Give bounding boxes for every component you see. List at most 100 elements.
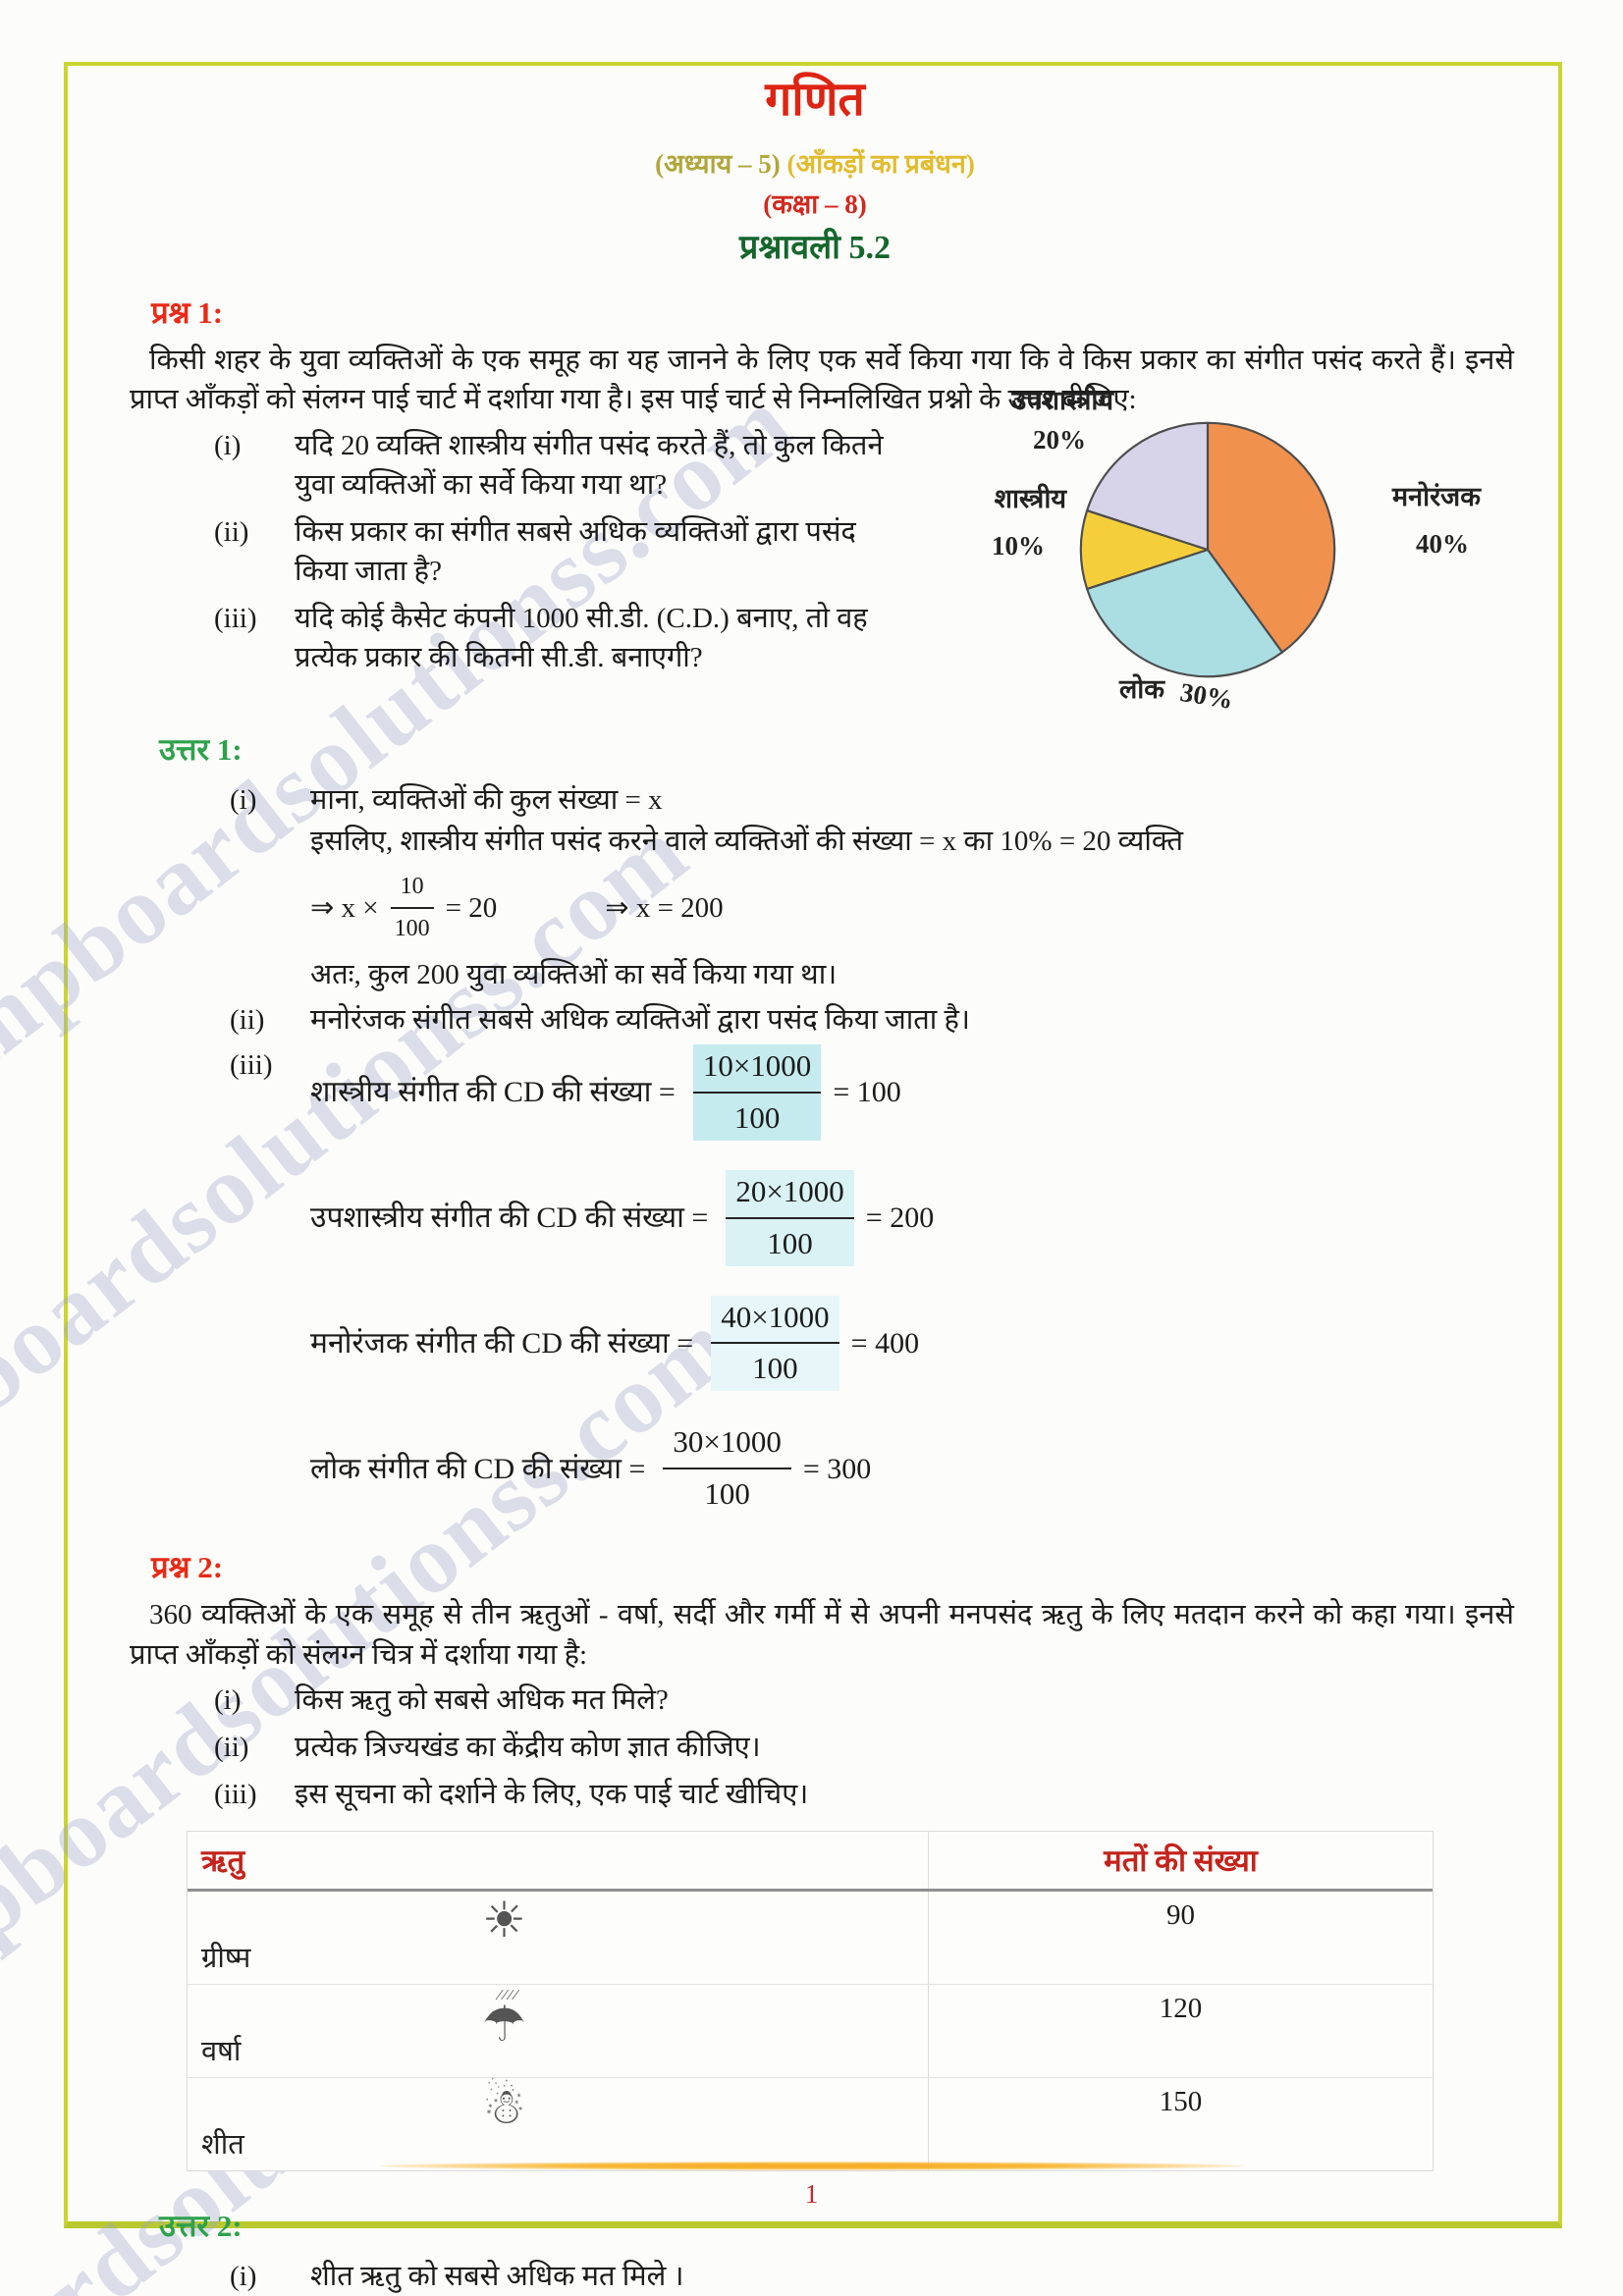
item-number: (iii) xyxy=(214,603,257,635)
calc-lead: मनोरंजक संगीत की CD की संख्या = xyxy=(310,1326,694,1360)
pie-pct-lok: 30% xyxy=(1177,676,1235,715)
item-number: (iii) xyxy=(214,1779,257,1811)
equation-result: = 20 xyxy=(445,891,498,924)
season-name: वर्षा xyxy=(201,2035,242,2067)
pie-pct-upashastriya: 20% xyxy=(1033,424,1086,454)
calc-lead: शास्त्रीय संगीत की CD की संख्या = xyxy=(310,1075,676,1108)
item-text: किस ऋतु को सबसे अधिक मत मिले? xyxy=(295,1684,669,1717)
answer-1-i-body: माना, व्यक्तिओं की कुल संख्या = x इसलिए,… xyxy=(310,779,1514,995)
fraction-denominator: 100 xyxy=(767,1225,813,1260)
calc-result: = 100 xyxy=(833,1075,901,1108)
item-text: प्रत्येक त्रिज्यखंड का केंद्रीय कोण ज्ञा… xyxy=(295,1732,761,1764)
cd-calculation-row: शास्त्रीय संगीत की CD की संख्या = 10×100… xyxy=(310,1043,1514,1141)
votes-cell: 90 xyxy=(1166,1898,1195,1931)
pie-label-lok: लोक 30% xyxy=(1119,673,1235,715)
pie-label-manoranjak: मनोरंजक xyxy=(1392,481,1481,511)
calc-result: = 400 xyxy=(850,1326,920,1360)
pie-label-lok-name: लोक xyxy=(1119,673,1165,704)
rain-strokes-icon: ∕∕∕∕ xyxy=(498,1987,520,2003)
season-name: शीत xyxy=(201,2128,244,2161)
item-number: (i) xyxy=(230,783,257,816)
fraction-denominator: 100 xyxy=(704,1476,750,1512)
chapter-topic-label: (आँकड़ों का प्रबंधन) xyxy=(786,148,975,179)
equation-2: ⇒ x = 200 xyxy=(605,891,724,924)
answer-1-heading: उत्तर 1: xyxy=(159,731,243,767)
calc-lead: उपशास्त्रीय संगीत की CD की संख्या = xyxy=(310,1201,709,1234)
item-number: (i) xyxy=(230,2260,257,2292)
cd-calculation-row: लोक संगीत की CD की संख्या = 30×1000 100 … xyxy=(310,1420,1514,1517)
column-header-season: ऋतु xyxy=(188,1831,929,1889)
votes-cell: 120 xyxy=(1159,1992,1203,2024)
fraction: 10×1000 100 xyxy=(692,1043,822,1141)
pie-slice-upashastriya xyxy=(1086,421,1210,552)
equation-line: ⇒ x × 10 100 = 20 ⇒ x = 200 xyxy=(310,870,1514,946)
table-row: शीत ☃ 150 xyxy=(188,2077,1433,2170)
question-1-body: (i) यदि 20 व्यक्ति शास्त्रीय संगीत पसंद … xyxy=(116,387,1514,715)
season-cell: ग्रीष्म ☀ xyxy=(188,1891,929,1984)
list-item: (ii) किस प्रकार का संगीत सबसे अधिक व्यक्… xyxy=(214,512,901,591)
page-title: गणित xyxy=(765,74,865,126)
fraction-numerator: 10 xyxy=(390,870,434,909)
table-row: ग्रीष्म ☀ 90 xyxy=(188,1891,1433,1985)
sun-icon: ☀ xyxy=(482,1896,526,1945)
item-number: (i) xyxy=(214,1684,242,1717)
cd-calculation-row: मनोरंजक संगीत की CD की संख्या = 40×1000 … xyxy=(310,1295,1514,1392)
class-label: (कक्षा – 8) xyxy=(763,188,867,219)
snowman-icon: ☃ xyxy=(482,2082,526,2131)
item-number: (ii) xyxy=(214,1732,249,1764)
answer-1-iii: (iii) शास्त्रीय संगीत की CD की संख्या = … xyxy=(230,1043,1514,1518)
calc-result: = 300 xyxy=(802,1452,872,1485)
item-text: यदि 20 व्यक्ति शास्त्रीय संगीत पसंद करते… xyxy=(295,429,884,501)
table-row: वर्षा ∕∕∕∕ ☂ 120 xyxy=(188,1984,1433,2078)
question-1-intro: किसी शहर के युवा व्यक्तिओं के एक समूह का… xyxy=(130,344,1514,416)
answer-line: शीत ऋतु को सबसे अधिक मत मिले । xyxy=(310,2260,684,2292)
list-item: (iii) यदि कोई कैसेट कंपनी 1000 सी.डी. (C… xyxy=(214,599,901,677)
pie-pct-shastriya: 10% xyxy=(992,530,1045,561)
pie-pct-manoranjak: 40% xyxy=(1416,528,1469,559)
calc-lead: लोक संगीत की CD की संख्या = xyxy=(310,1452,646,1485)
pie-slice-lok xyxy=(1086,548,1284,678)
question-2-items: (i) किस ऋतु को सबसे अधिक मत मिले? (ii) प… xyxy=(214,1681,1514,1814)
page-number: 1 xyxy=(804,2179,819,2209)
list-item: (ii) प्रत्येक त्रिज्यखंड का केंद्रीय कोण… xyxy=(214,1728,1514,1767)
season-name: ग्रीष्म xyxy=(201,1942,251,1974)
chapter-label: (अध्याय – 5) xyxy=(655,148,781,179)
fraction-numerator: 10×1000 xyxy=(692,1044,822,1094)
music-pie-chart: उपशास्त्रीय 20% शास्त्रीय 10% मनोरंजक 40… xyxy=(901,383,1514,715)
answer-1-i: (i) माना, व्यक्तिओं की कुल संख्या = x इस… xyxy=(230,779,1514,995)
question-2-intro: 360 व्यक्तिओं के एक समूह से तीन ऋतुओं - … xyxy=(130,1599,1514,1671)
fraction-numerator: 20×1000 xyxy=(726,1170,854,1219)
answer-1-ii: (ii) मनोरंजक संगीत सबसे अधिक व्यक्तिओं द… xyxy=(230,999,1514,1041)
snowman-glyph: ☃ xyxy=(482,2078,526,2134)
fraction: 40×1000 100 xyxy=(711,1295,839,1392)
item-number: (i) xyxy=(214,429,242,461)
item-text: इस सूचना को दर्शाने के लिए, एक पाई चार्ट… xyxy=(295,1779,809,1811)
fraction-numerator: 40×1000 xyxy=(711,1296,839,1345)
votes-cell: 150 xyxy=(1159,2085,1203,2117)
fraction-denominator: 100 xyxy=(394,915,430,941)
fraction: 10 100 xyxy=(390,870,434,946)
pie-slice-manoranjak xyxy=(1206,421,1336,654)
pie-chart-svg xyxy=(1079,421,1336,678)
answer-line: अतः, कुल 200 युवा व्यक्तिओं का सर्वे किय… xyxy=(310,958,838,990)
cd-calculation-row: उपशास्त्रीय संगीत की CD की संख्या = 20×1… xyxy=(310,1169,1514,1266)
seasons-votes-table: ऋतु मतों की संख्या ग्रीष्म ☀ 90 वर्षा ∕∕… xyxy=(187,1830,1434,2171)
list-item: (i) किस ऋतु को सबसे अधिक मत मिले? xyxy=(214,1681,1514,1720)
list-item: (i) यदि 20 व्यक्ति शास्त्रीय संगीत पसंद … xyxy=(214,426,901,505)
column-header-votes: मतों की संख्या xyxy=(1104,1842,1258,1878)
fraction: 30×1000 100 xyxy=(663,1420,791,1517)
answer-line: मनोरंजक संगीत सबसे अधिक व्यक्तिओं द्वारा… xyxy=(310,1003,970,1036)
season-cell: वर्षा ∕∕∕∕ ☂ xyxy=(188,1984,929,2077)
answer-2-heading: उत्तर 2: xyxy=(159,2208,243,2243)
question-2-heading: प्रश्न 2: xyxy=(151,1550,224,1585)
umbrella-glyph: ☂ xyxy=(482,1996,526,2052)
fraction-numerator: 30×1000 xyxy=(663,1420,791,1470)
rain-umbrella-icon: ∕∕∕∕ ☂ xyxy=(482,1987,526,2052)
pie-label-upashastriya: उपशास्त्रीय xyxy=(1011,385,1113,415)
answer-2-i: (i) शीत ऋतु को सबसे अधिक मत मिले । xyxy=(230,2256,1514,2296)
answer-line: इसलिए, शास्त्रीय संगीत पसंद करने वाले व्… xyxy=(310,826,1183,858)
table-header-row: ऋतु मतों की संख्या xyxy=(188,1831,1433,1892)
calc-result: = 200 xyxy=(865,1201,935,1234)
item-text: यदि कोई कैसेट कंपनी 1000 सी.डी. (C.D.) ब… xyxy=(295,603,868,674)
pie-label-shastriya: शास्त्रीय xyxy=(994,483,1066,513)
